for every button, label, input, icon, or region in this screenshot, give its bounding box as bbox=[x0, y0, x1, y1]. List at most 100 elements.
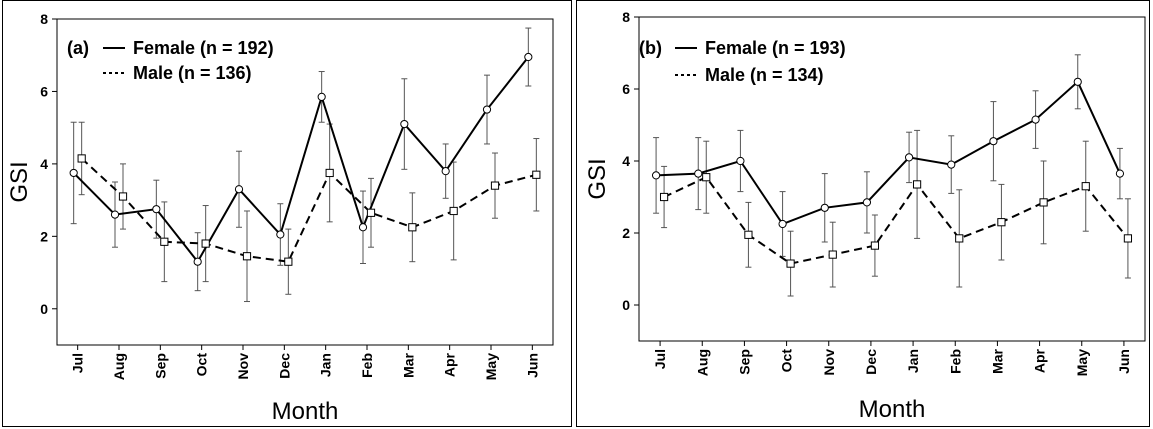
chart-a-male-point bbox=[366, 208, 376, 217]
chart-a-legend-male: Male (n = 136) bbox=[133, 63, 252, 83]
chart-a-y-tick-label: 0 bbox=[40, 301, 48, 317]
chart-b-female-point bbox=[1073, 77, 1082, 86]
chart-b-female-point bbox=[694, 169, 703, 178]
chart-b-female-point bbox=[947, 160, 956, 169]
chart-b-x-tick-label: Apr bbox=[1032, 348, 1048, 373]
chart-a-female-point bbox=[441, 167, 450, 176]
chart-b-legend-female: Female (n = 193) bbox=[705, 38, 846, 58]
chart-a-panel-label: (a) bbox=[67, 38, 89, 58]
chart-b-male-point bbox=[702, 173, 711, 182]
chart-a-x-tick-label: Oct bbox=[194, 353, 210, 377]
chart-b-x-tick-label: Mar bbox=[989, 348, 1005, 373]
chart-b-x-tick-label: Feb bbox=[947, 349, 963, 374]
chart-a-legend-female: Female (n = 192) bbox=[133, 38, 274, 58]
chart-b-y-axis-title: GSI bbox=[584, 158, 611, 199]
chart-b-x-tick-label: Oct bbox=[779, 349, 795, 373]
chart-b-male-point bbox=[955, 234, 964, 243]
chart-a-female-point bbox=[482, 105, 492, 114]
chart-b-x-tick-label: Jun bbox=[1116, 349, 1132, 374]
chart-b-plot-frame bbox=[638, 16, 1146, 342]
chart-a-y-tick-label: 8 bbox=[40, 11, 48, 27]
chart-b-y-tick-label: 8 bbox=[622, 9, 630, 25]
chart-a-y-axis-title: GSI bbox=[6, 161, 33, 202]
chart-a-male-point bbox=[449, 206, 458, 216]
chart-b-male-point bbox=[912, 180, 922, 189]
chart-b-x-tick-label: Aug bbox=[694, 349, 710, 376]
chart-a-x-tick-label: Jun bbox=[524, 353, 540, 378]
chart-a-male-point bbox=[242, 252, 252, 261]
chart-a-female-point bbox=[358, 223, 368, 232]
chart-a-male-point bbox=[490, 181, 500, 190]
chart-a-male-point bbox=[77, 154, 86, 163]
chart-b-female-point bbox=[820, 203, 829, 212]
chart-a-male-point bbox=[325, 168, 334, 178]
chart-b-panel-label: (b) bbox=[639, 38, 662, 58]
chart-a-male-point bbox=[201, 239, 210, 248]
chart-a-series-line-male bbox=[80, 157, 537, 263]
chart-a-female-point bbox=[193, 257, 202, 266]
chart-a-female-point bbox=[152, 205, 161, 214]
chart-b-female-point bbox=[778, 219, 787, 229]
chart-b-x-tick-label: May bbox=[1074, 349, 1090, 376]
chart-a-male-point bbox=[532, 170, 541, 179]
chart-b-y-tick-label: 2 bbox=[622, 225, 630, 241]
chart-b-x-tick-label: Jan bbox=[905, 349, 921, 373]
chart-a-x-tick-label: Sep bbox=[152, 353, 168, 379]
chart-panel-a: 0 2 4 6 8 Jul Aug Sep Oct Nov Dec Jan Feb Mar Apr May Ju… bbox=[2, 0, 572, 427]
chart-a: 0 2 4 6 8 Jul Aug Sep Oct Nov Dec Jan Feb Mar Apr May Ju… bbox=[6, 11, 554, 425]
chart-a-y-tick-label: 6 bbox=[40, 83, 48, 99]
chart-b-female-point bbox=[651, 171, 661, 180]
chart-b-x-tick-label: Sep bbox=[736, 349, 752, 375]
chart-b-male-point bbox=[997, 218, 1006, 227]
chart-b-male-point bbox=[744, 230, 753, 239]
chart-b-series-line-male bbox=[663, 175, 1129, 265]
chart-b-female-point bbox=[862, 198, 872, 207]
chart-a-x-tick-label: Nov bbox=[235, 353, 251, 380]
chart-b-x-tick-label: Dec bbox=[863, 349, 879, 375]
chart-b-x-axis-title: Month bbox=[859, 396, 926, 423]
chart-a-female-point bbox=[234, 185, 244, 194]
chart-a-x-tick-label: Jul bbox=[70, 353, 86, 373]
chart-b-legend-male: Male (n = 134) bbox=[705, 65, 824, 85]
chart-a-female-point bbox=[276, 230, 285, 239]
chart-b-female-point bbox=[904, 153, 914, 162]
chart-a-male-point bbox=[118, 192, 128, 201]
chart-b-female-point bbox=[989, 137, 998, 146]
chart-a-x-tick-label: Feb bbox=[359, 353, 375, 378]
chart-a-x-tick-label: Dec bbox=[276, 353, 292, 379]
chart-a-x-tick-label: Mar bbox=[400, 352, 416, 377]
chart-a-series-line-female bbox=[72, 56, 530, 264]
chart-a-x-axis-title: Month bbox=[272, 398, 339, 425]
chart-a-female-point bbox=[400, 119, 409, 129]
chart-b-y-tick-label: 0 bbox=[622, 297, 630, 313]
chart-a-female-point bbox=[524, 52, 533, 62]
chart-b-male-point bbox=[1081, 182, 1090, 191]
chart-a-x-tick-label: May bbox=[483, 353, 499, 380]
chart-b-series-line-female bbox=[656, 80, 1121, 226]
chart-b-male-point bbox=[659, 192, 669, 202]
chart-b: 0 2 4 6 8 Jul Aug Sep Oct Nov Dec Jan Feb Mar Apr May Ju… bbox=[584, 9, 1146, 423]
chart-a-male-point bbox=[408, 223, 417, 232]
chart-a-y-tick-label: 2 bbox=[40, 228, 48, 244]
chart-a-male-point bbox=[284, 257, 293, 266]
chart-a-female-point bbox=[110, 210, 120, 219]
chart-b-x-tick-label: Jul bbox=[652, 349, 668, 369]
chart-b-male-point bbox=[870, 241, 880, 250]
chart-a-female-point bbox=[317, 92, 326, 101]
chart-a-x-tick-label: Jan bbox=[318, 353, 334, 377]
chart-b-x-tick-label: Nov bbox=[821, 349, 837, 376]
chart-b-y-tick-label: 4 bbox=[622, 153, 630, 169]
chart-a-y-tick-label: 4 bbox=[40, 156, 48, 172]
chart-a-male-point bbox=[160, 237, 169, 246]
chart-b-male-point bbox=[1123, 234, 1133, 243]
chart-panel-b: 0 2 4 6 8 Jul Aug Sep Oct Nov Dec Jan Feb Mar Apr May Ju… bbox=[576, 0, 1150, 427]
chart-b-male-point bbox=[828, 250, 837, 259]
chart-a-plot-frame bbox=[56, 18, 554, 346]
chart-b-male-point bbox=[786, 259, 795, 268]
chart-a-female-point bbox=[69, 168, 78, 178]
chart-b-female-point bbox=[736, 156, 745, 166]
chart-b-y-tick-label: 6 bbox=[622, 81, 630, 97]
chart-b-female-point bbox=[1031, 115, 1040, 124]
chart-a-x-tick-label: Aug bbox=[111, 353, 127, 380]
chart-b-female-point bbox=[1115, 169, 1125, 178]
